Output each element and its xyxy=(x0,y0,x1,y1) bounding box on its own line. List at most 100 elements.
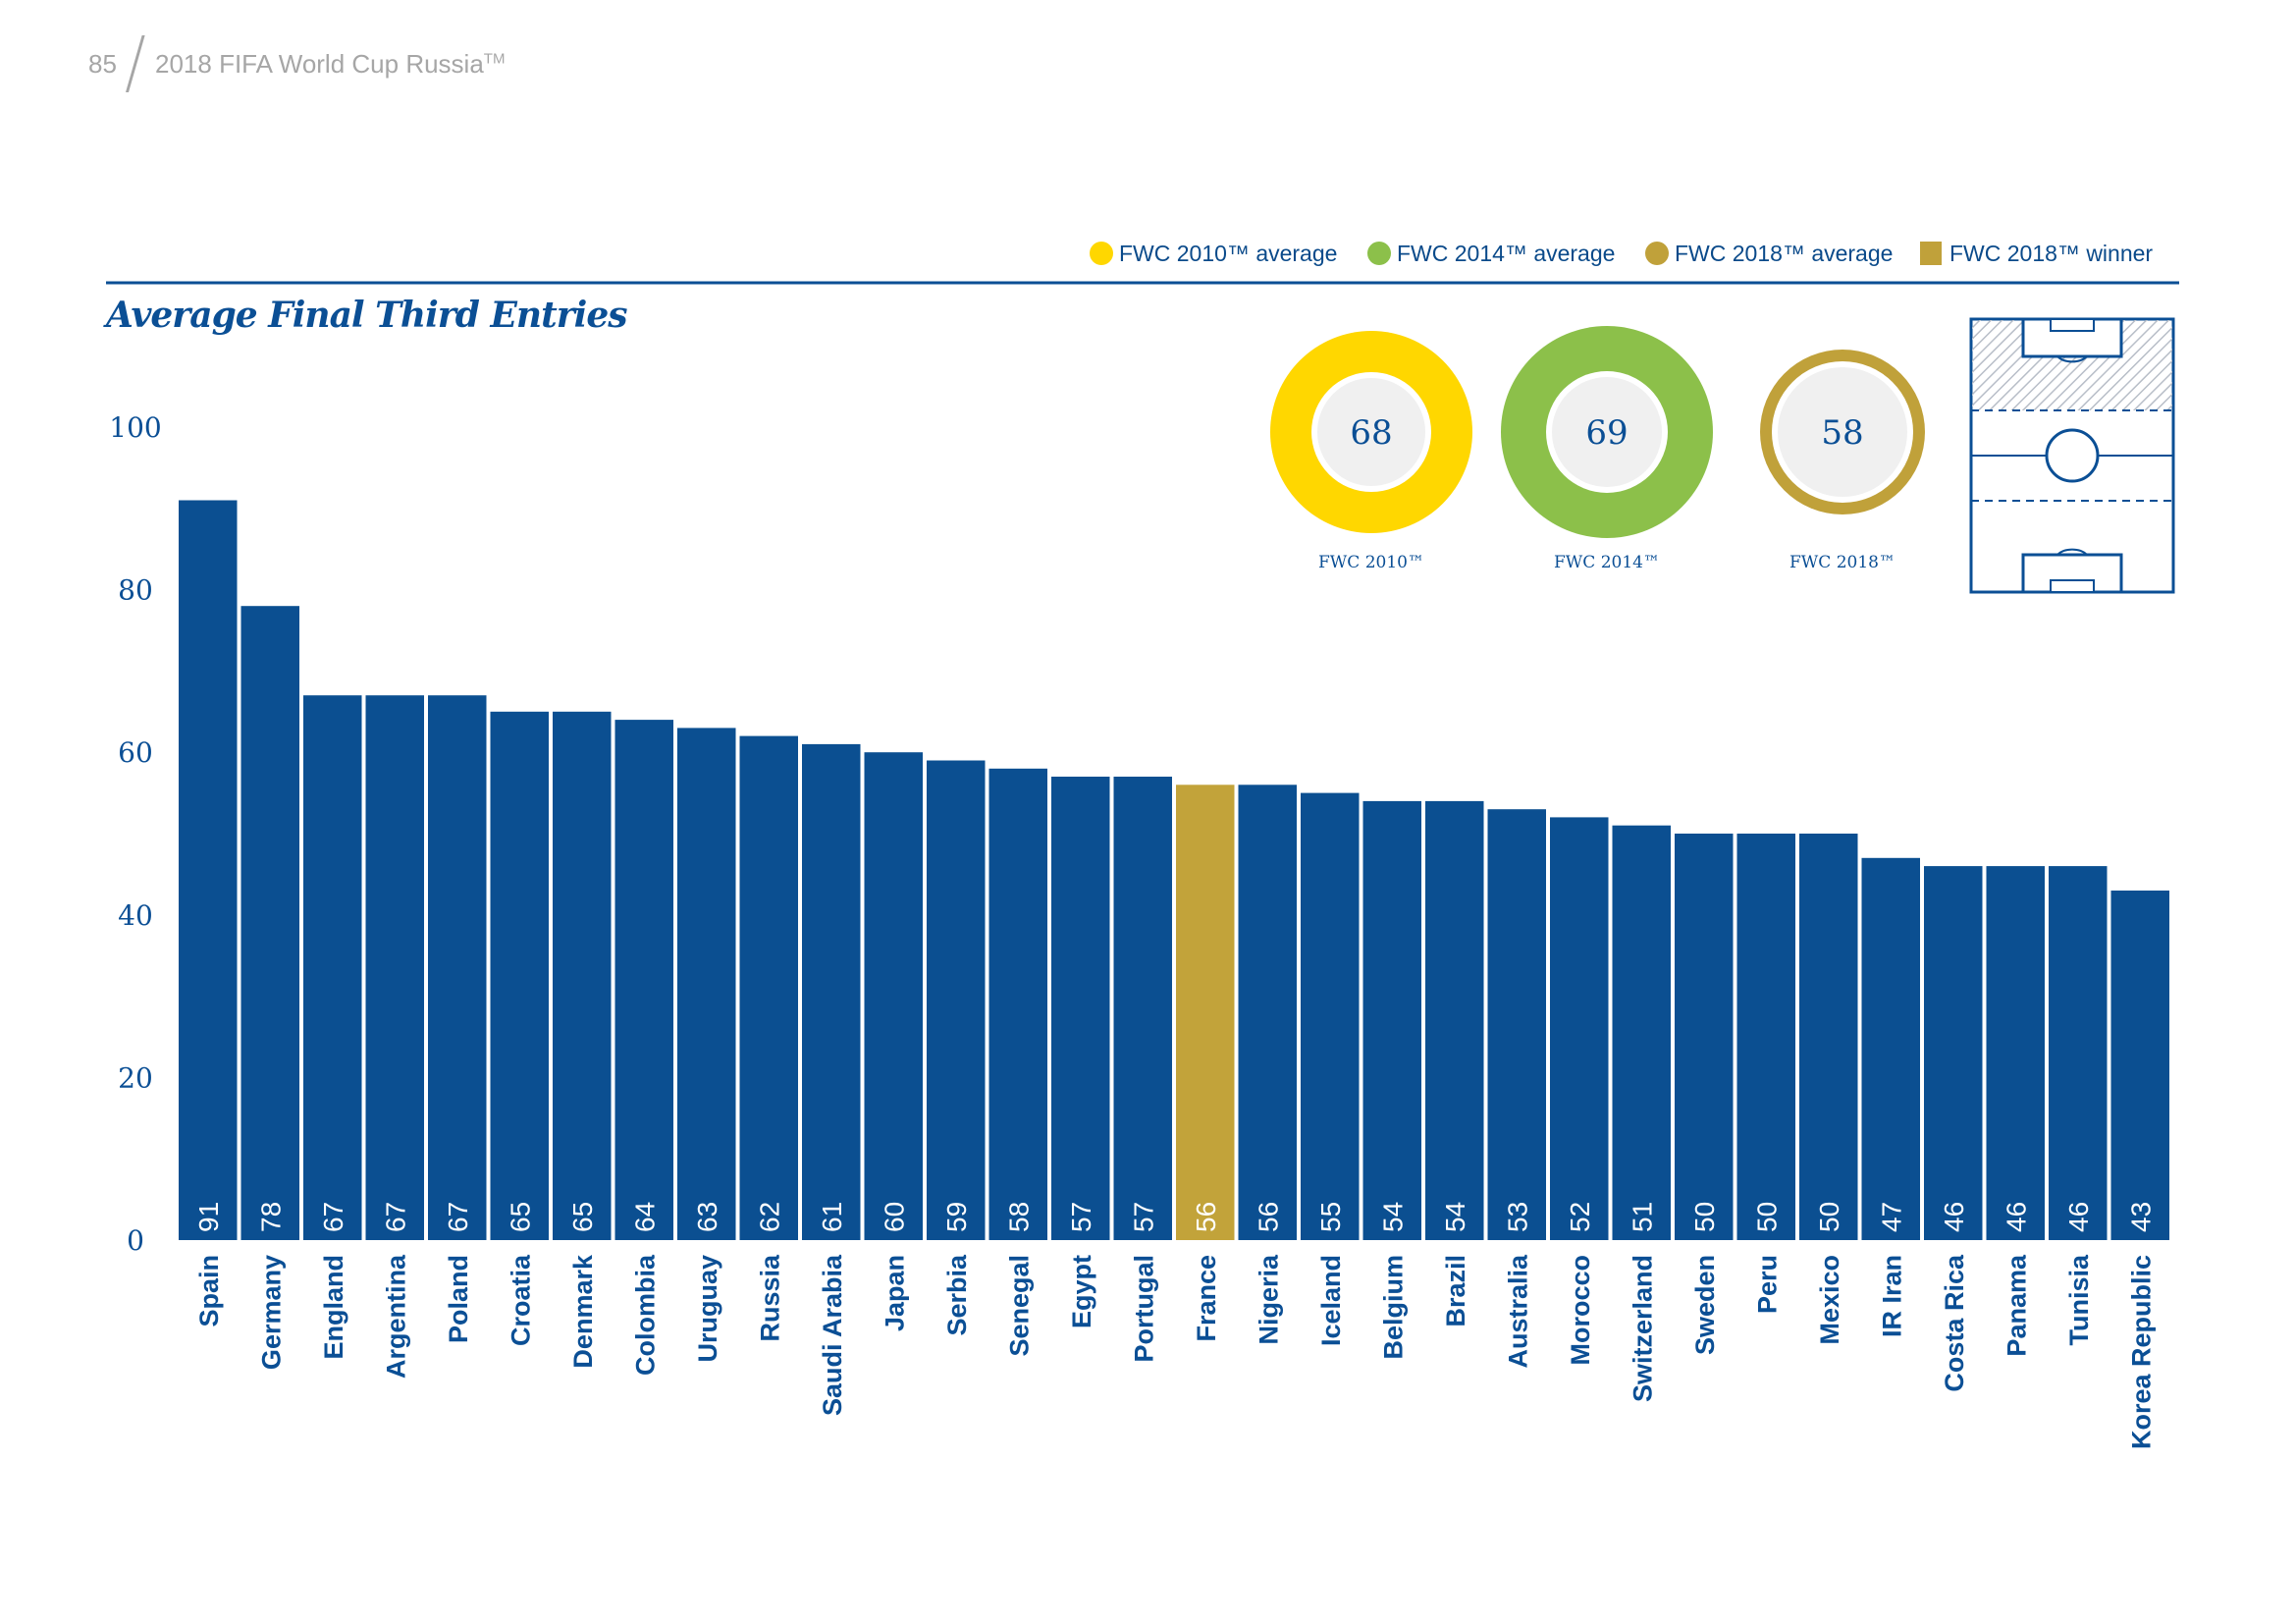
x-tick-label: Australia xyxy=(1503,1254,1532,1369)
pitch-final-third-icon xyxy=(1969,317,2175,594)
average-disc xyxy=(1552,377,1662,487)
bar xyxy=(2049,866,2108,1240)
x-tick-label: Nigeria xyxy=(1254,1254,1283,1345)
legend-swatch xyxy=(1090,242,1113,265)
bar-value-label: 61 xyxy=(817,1202,847,1232)
bar-value-label: 46 xyxy=(1939,1202,1969,1232)
x-tick-label: Switzerland xyxy=(1628,1255,1657,1402)
bar-value-label: 52 xyxy=(1565,1202,1595,1232)
x-tick-label: Poland xyxy=(444,1255,473,1343)
bar-winner xyxy=(1176,785,1235,1240)
bar xyxy=(1051,777,1110,1240)
bar xyxy=(1238,785,1297,1240)
x-tick-label: Croatia xyxy=(506,1254,535,1346)
bar-value-label: 59 xyxy=(941,1202,972,1232)
document-title-text: 2018 FIFA World Cup Russia xyxy=(155,49,484,79)
bar-value-label: 50 xyxy=(1689,1202,1720,1232)
bar xyxy=(1612,825,1671,1240)
legend-label: FWC 2014™ average xyxy=(1397,241,1615,266)
bar-value-label: 57 xyxy=(1066,1202,1096,1232)
average-disc xyxy=(1778,367,1907,497)
y-tick-label: 20 xyxy=(118,1061,153,1094)
x-tick-label: Egypt xyxy=(1067,1255,1096,1328)
legend-label: FWC 2018™ average xyxy=(1675,241,1893,266)
x-tick-label: Tunisia xyxy=(2064,1254,2094,1345)
bar-value-label: 53 xyxy=(1502,1202,1532,1232)
bar xyxy=(428,695,487,1240)
bar xyxy=(1736,834,1795,1240)
bar-value-label: 54 xyxy=(1377,1202,1408,1232)
average-value: 69 xyxy=(1585,413,1628,453)
y-axis: 0 20 40 60 80 100 xyxy=(109,411,161,1257)
bar xyxy=(864,752,923,1240)
bar xyxy=(927,760,986,1240)
y-tick-label: 0 xyxy=(127,1224,144,1257)
bar-value-label: 78 xyxy=(255,1202,286,1232)
bar-value-label: 51 xyxy=(1627,1202,1657,1232)
bar xyxy=(365,695,424,1240)
bar xyxy=(1425,800,1484,1240)
x-tick-label: Russia xyxy=(755,1254,784,1342)
bar xyxy=(739,735,798,1240)
bar-value-label: 43 xyxy=(2125,1202,2156,1232)
legend-label: FWC 2018™ winner xyxy=(1949,241,2153,266)
bar-value-label: 46 xyxy=(2063,1202,2094,1232)
x-tick-label: Mexico xyxy=(1815,1255,1844,1345)
x-tick-label: Peru xyxy=(1752,1255,1782,1314)
bar xyxy=(1550,817,1609,1240)
page-number: 85 xyxy=(88,49,117,79)
y-tick-label: 100 xyxy=(109,411,161,444)
bar-value-label: 46 xyxy=(2001,1202,2031,1232)
legend-label: FWC 2010™ average xyxy=(1119,241,1337,266)
average-value: 58 xyxy=(1821,413,1863,453)
chart-legend: FWC 2010™ average FWC 2014™ average FWC 20… xyxy=(1090,241,2153,266)
x-tick-label: Iceland xyxy=(1316,1255,1346,1346)
bar xyxy=(240,606,299,1240)
x-tick-label: Korea Republic xyxy=(2126,1255,2156,1449)
bar-value-label: 55 xyxy=(1315,1202,1346,1232)
x-tick-label: Uruguay xyxy=(693,1255,722,1363)
average-caption: FWC 2018™ xyxy=(1789,553,1896,572)
bar xyxy=(677,728,736,1240)
average-circles: 68 FWC 2010™ 69 FWC 2014™ 58 FWC 2018™ xyxy=(1270,326,1925,572)
bar xyxy=(1861,857,1920,1240)
bar xyxy=(1924,866,1983,1240)
x-tick-label: Serbia xyxy=(942,1254,972,1336)
bar xyxy=(988,768,1047,1240)
bar-value-label: 62 xyxy=(754,1202,784,1232)
bar-value-label: 63 xyxy=(692,1202,722,1232)
legend-swatch xyxy=(1645,242,1669,265)
bar-value-label: 50 xyxy=(1751,1202,1782,1232)
legend-swatch xyxy=(1920,242,1942,265)
bar xyxy=(553,711,612,1240)
x-tick-label: Colombia xyxy=(630,1254,660,1376)
bar-value-label: 47 xyxy=(1876,1202,1906,1232)
x-tick-label: Belgium xyxy=(1378,1255,1408,1360)
x-tick-label: Spain xyxy=(194,1255,224,1327)
bar-value-label: 56 xyxy=(1253,1202,1283,1232)
bar-value-label: 57 xyxy=(1128,1202,1158,1232)
x-tick-label: Denmark xyxy=(568,1254,598,1369)
bar xyxy=(802,743,861,1240)
average-value: 68 xyxy=(1350,413,1392,453)
bar xyxy=(1113,777,1172,1240)
x-tick-label: Japan xyxy=(880,1255,909,1331)
chart-title: Average Final Third Entries xyxy=(103,295,627,336)
bar-value-label: 50 xyxy=(1814,1202,1844,1232)
bar xyxy=(1487,809,1546,1240)
bar xyxy=(1362,800,1421,1240)
bar-value-label: 64 xyxy=(629,1202,660,1232)
x-tick-label: Saudi Arabia xyxy=(818,1254,847,1416)
bar-value-label: 65 xyxy=(567,1202,598,1232)
bar-value-label: 91 xyxy=(193,1202,224,1232)
x-tick-label: England xyxy=(319,1255,348,1360)
x-tick-label: Brazil xyxy=(1441,1255,1470,1327)
bar xyxy=(490,711,549,1240)
x-tick-label: Panama xyxy=(2002,1254,2031,1357)
bar xyxy=(303,695,362,1240)
bar-value-label: 67 xyxy=(443,1202,473,1232)
average-caption: FWC 2014™ xyxy=(1554,553,1660,572)
bar-value-label: 60 xyxy=(879,1202,909,1232)
bar xyxy=(1799,834,1858,1240)
